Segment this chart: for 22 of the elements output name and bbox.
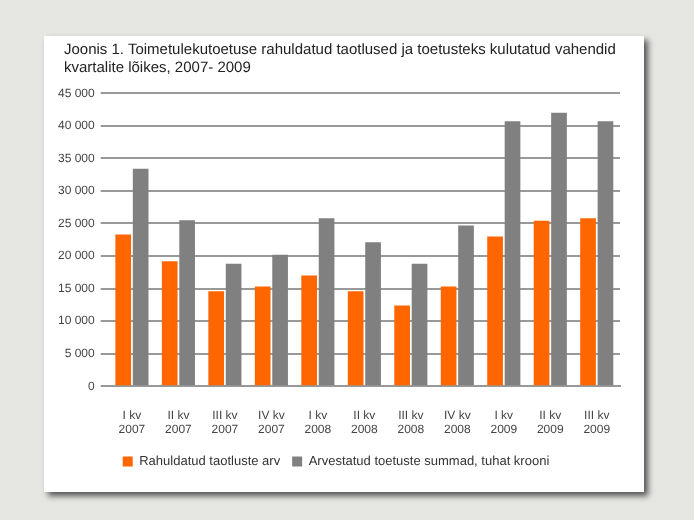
bar xyxy=(365,242,381,386)
bar xyxy=(132,168,149,386)
bar xyxy=(551,112,567,386)
bar xyxy=(597,121,614,386)
bar xyxy=(179,220,195,386)
bar xyxy=(411,263,428,386)
bar xyxy=(533,220,550,386)
bar xyxy=(487,236,503,386)
bar xyxy=(225,263,242,386)
bar xyxy=(504,121,521,386)
bar xyxy=(394,305,410,386)
bar xyxy=(440,286,457,386)
bar xyxy=(272,254,288,386)
bar xyxy=(458,225,474,386)
bar xyxy=(161,261,178,386)
bar xyxy=(301,275,317,386)
bar xyxy=(318,218,335,386)
bar xyxy=(580,218,596,386)
bar xyxy=(208,291,225,386)
bar xyxy=(115,234,132,386)
bar xyxy=(254,286,271,386)
bar xyxy=(347,291,364,386)
